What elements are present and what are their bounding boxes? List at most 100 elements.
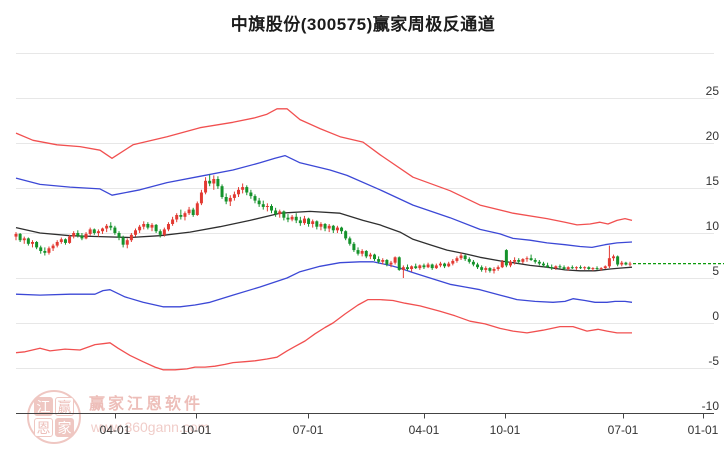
candle-body [397, 257, 401, 270]
candle-body [286, 217, 290, 220]
candle-body [113, 227, 117, 233]
candle-body [294, 216, 298, 221]
candle-body [616, 256, 620, 265]
candle-body [84, 233, 88, 239]
candle-body [92, 229, 96, 233]
channel-line-red-upper [15, 108, 633, 226]
candle-body [76, 233, 80, 236]
candle-body [199, 192, 203, 204]
candle-body [550, 267, 554, 269]
candle-body [356, 250, 360, 254]
candle-body [249, 192, 253, 197]
candle-body [253, 196, 257, 201]
candle-body [88, 229, 92, 234]
page-title: 中旗股份(300575)赢家周极反通道 [230, 15, 496, 34]
candle-body [228, 197, 232, 202]
watermark-url-text: www.360gann.com [91, 419, 210, 435]
candle-body [121, 237, 125, 245]
candle-body [595, 268, 599, 270]
watermark-logo-seal: 江赢恩家 [34, 397, 74, 437]
candle-body [166, 224, 170, 230]
candle-body [508, 261, 512, 266]
candle-body [179, 215, 183, 217]
candle-body [125, 240, 129, 245]
candle-body [562, 267, 566, 269]
candle-body [434, 265, 438, 269]
candle-body [438, 263, 442, 266]
y-axis-label: -5 [708, 354, 719, 368]
channel-line-blue-upper [15, 154, 633, 249]
candle-body [418, 265, 422, 269]
watermark-seal-char: 赢 [55, 397, 74, 416]
candle-body [426, 264, 430, 268]
candle-body [43, 251, 47, 253]
candle-body [335, 227, 339, 231]
candle-body [80, 235, 84, 239]
candle-body [129, 234, 133, 241]
candle-body [220, 186, 224, 197]
candle-body [422, 265, 426, 268]
candle-body [377, 259, 381, 262]
candle-body [35, 242, 39, 248]
candle-body [624, 262, 628, 265]
candle-body [352, 243, 356, 251]
y-axis-label: 25 [706, 84, 720, 98]
watermark-seal-char: 恩 [34, 418, 53, 437]
candle-body [191, 209, 195, 215]
candle-body [480, 267, 484, 270]
candle-body [269, 206, 273, 211]
candle-body [513, 260, 517, 262]
candle-body [138, 226, 142, 231]
candle-body [216, 179, 220, 187]
candle-body [533, 260, 537, 262]
candle-body [208, 180, 212, 184]
candle-body [566, 267, 570, 269]
candle-body [282, 211, 286, 218]
watermark-logo: 江赢恩家 [27, 390, 81, 444]
candle-body [257, 200, 261, 205]
candle-body [327, 225, 331, 229]
candle-body [455, 258, 459, 261]
candle-body [591, 268, 595, 270]
candle-body [68, 236, 72, 243]
candle-body [171, 219, 175, 224]
x-axis-label: 10-01 [490, 423, 521, 437]
candle-body [72, 233, 76, 237]
candle-body [265, 206, 269, 207]
candle-body [224, 197, 228, 202]
candle-body [554, 266, 558, 269]
candle-body [492, 269, 496, 271]
candle-body [517, 260, 521, 262]
candle-body [430, 264, 434, 269]
candle-body [529, 258, 533, 260]
candle-body [496, 267, 500, 269]
channel-line-red-lower [15, 298, 632, 371]
candle-body [204, 180, 208, 193]
candle-body [467, 259, 471, 262]
candle-body [117, 233, 121, 238]
candle-body [18, 233, 22, 241]
watermark-seal-char: 家 [55, 418, 74, 437]
x-axis-label: 07-01 [293, 423, 324, 437]
x-axis-label: 10-01 [181, 423, 212, 437]
y-axis-label: 5 [712, 264, 719, 278]
candle-body [393, 257, 397, 263]
candle-body [241, 187, 245, 190]
candle-body [51, 245, 55, 249]
candle-body [109, 225, 113, 228]
x-axis-label: 01-01 [688, 423, 719, 437]
candle-body [261, 204, 265, 207]
candle-body [142, 224, 146, 227]
channel-line-black-mid [15, 210, 633, 272]
candle-body [488, 268, 492, 271]
candle-body [55, 242, 59, 246]
candle-body [628, 263, 632, 265]
candle-body [541, 263, 545, 266]
y-axis-label: 20 [706, 129, 720, 143]
candle-body [26, 238, 30, 244]
candle-body [30, 242, 34, 244]
candle-body [521, 259, 525, 262]
candle-body [583, 267, 587, 269]
